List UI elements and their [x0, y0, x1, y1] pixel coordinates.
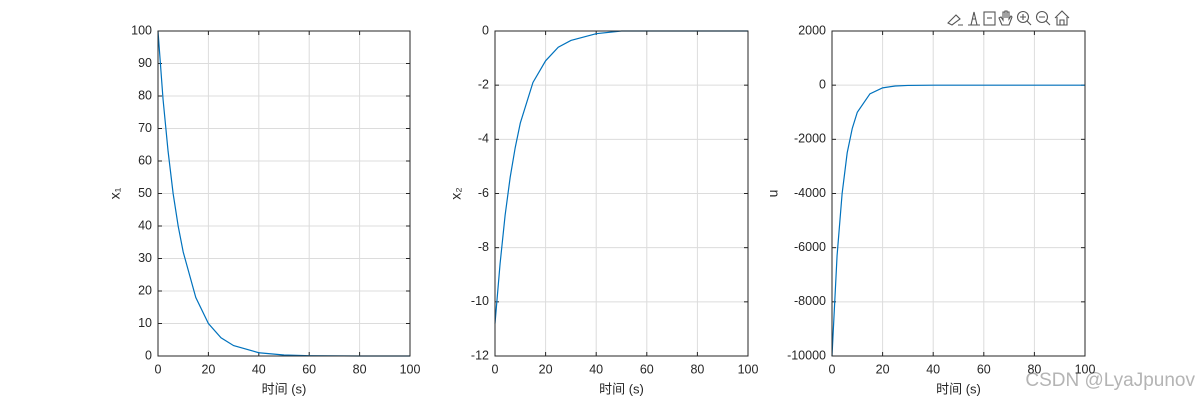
toolbar	[947, 10, 1070, 26]
toolbar-zoom-in[interactable]	[1016, 10, 1030, 24]
y-tick-label: -6	[478, 186, 489, 200]
y-tick-label: 50	[138, 186, 152, 200]
toolbar-pan[interactable]	[998, 10, 1013, 26]
x-tick-label: 20	[539, 362, 553, 376]
y-tick-label: -10000	[787, 348, 826, 362]
data-line	[157, 30, 410, 357]
subplot: 0 20 40 60 80 100 -10000 -8000 -6000 -4000 -2000 0 2…	[765, 23, 1096, 396]
x-tick-label: 80	[690, 362, 704, 376]
x-tick-label: 0	[155, 362, 162, 376]
subplot: 0 20 40 60 80 100 0 10 20 30 40 50 60 70 80 90 100 时间 (s)…	[107, 23, 421, 396]
x-tick-label: 20	[876, 362, 890, 376]
subplot: 0 20 40 60 80 100 -12 -10 -8 -6 -4 -2 0 时间 (s) x₂	[448, 23, 759, 396]
x-tick-label: 100	[400, 362, 421, 376]
y-tick-label: -4	[478, 132, 489, 146]
x-axis-label: 时间 (s)	[262, 381, 307, 396]
y-tick-label: -4000	[794, 186, 826, 200]
toolbar-zoom-out[interactable]	[1035, 10, 1049, 24]
x-tick-label: 100	[738, 362, 759, 376]
toolbar-home[interactable]	[1054, 10, 1070, 26]
y-tick-label: 40	[138, 218, 152, 232]
x-tick-label: 20	[201, 362, 215, 376]
toolbar-export[interactable]	[983, 11, 996, 26]
y-tick-label: 20	[138, 283, 152, 297]
y-tick-label: -10	[471, 294, 489, 308]
x-tick-label: 0	[829, 362, 836, 376]
y-tick-label: 30	[138, 251, 152, 265]
data-line	[831, 84, 1085, 357]
y-tick-label: 0	[482, 23, 489, 37]
x-tick-label: 40	[252, 362, 266, 376]
y-tick-label: 0	[145, 348, 152, 362]
y-tick-label: 10	[138, 316, 152, 330]
toolbar-zoom-in-glyph	[1020, 14, 1032, 26]
y-axis-label: x₁	[107, 187, 123, 199]
y-tick-label: -2	[478, 77, 489, 91]
x-tick-label: 80	[353, 362, 367, 376]
x-tick-label: 60	[302, 362, 316, 376]
y-tick-label: -2000	[794, 132, 826, 146]
y-tick-label: 90	[138, 56, 152, 70]
x-tick-label: 60	[977, 362, 991, 376]
data-line	[494, 30, 748, 324]
x-tick-label: 60	[640, 362, 654, 376]
y-tick-label: 60	[138, 153, 152, 167]
x-tick-label: 100	[1075, 362, 1096, 376]
toolbar-brush[interactable]	[947, 14, 963, 26]
y-tick-label: 80	[138, 88, 152, 102]
x-axis-label: 时间 (s)	[936, 381, 981, 396]
x-axis-label: 时间 (s)	[599, 381, 644, 396]
y-tick-label: 2000	[798, 23, 826, 37]
y-tick-label: 70	[138, 121, 152, 135]
toolbar-zoom-out-glyph	[1039, 16, 1051, 26]
x-tick-label: 40	[926, 362, 940, 376]
y-tick-label: -8	[478, 240, 489, 254]
y-tick-label: -12	[471, 348, 489, 362]
y-tick-label: -8000	[794, 294, 826, 308]
y-tick-label: 100	[131, 23, 152, 37]
x-tick-label: 80	[1027, 362, 1041, 376]
x-tick-label: 40	[589, 362, 603, 376]
y-tick-label: 0	[819, 77, 826, 91]
x-tick-label: 0	[492, 362, 499, 376]
axes-frame	[157, 30, 411, 357]
watermark: CSDN @LyaJpunov	[1025, 370, 1195, 391]
y-tick-label: -6000	[794, 240, 826, 254]
y-axis-label: x₂	[448, 187, 464, 199]
axes-frame	[494, 30, 749, 357]
axes-frame	[831, 30, 1086, 357]
toolbar-data-tips[interactable]	[968, 11, 980, 26]
y-axis-label: u	[765, 190, 781, 198]
